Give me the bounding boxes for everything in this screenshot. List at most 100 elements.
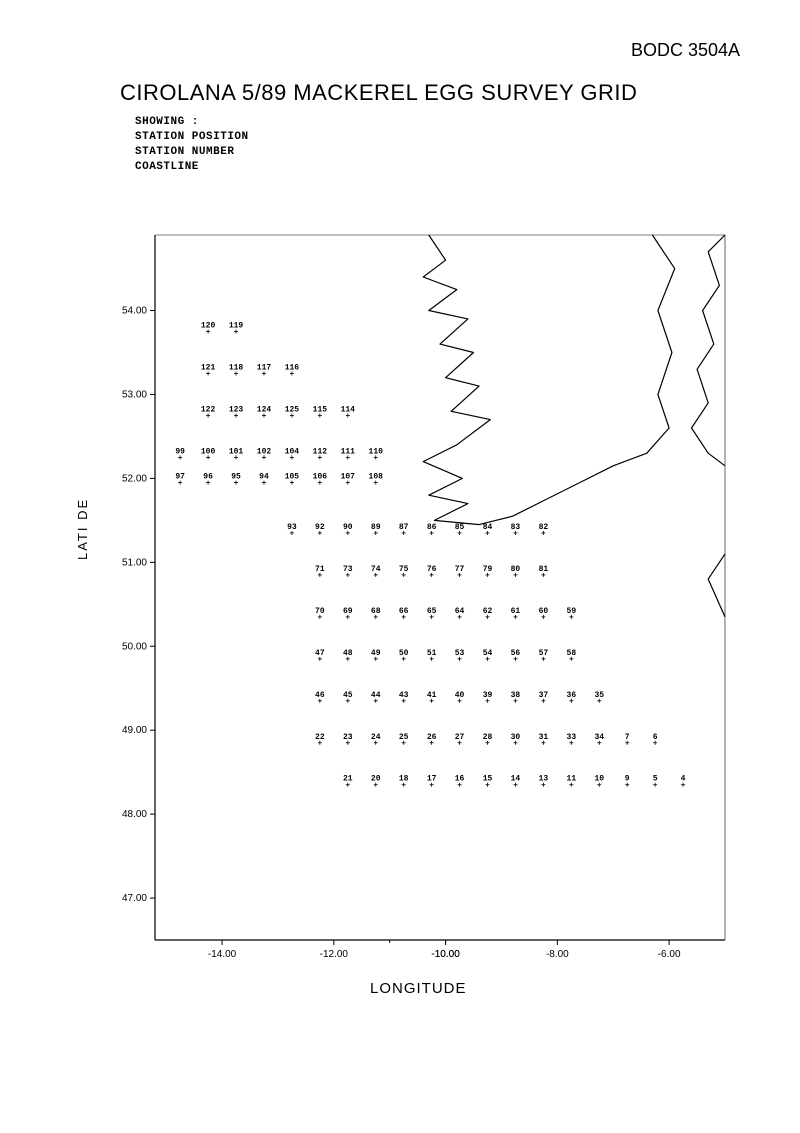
svg-text:87: 87 — [399, 523, 409, 532]
svg-text:62: 62 — [483, 607, 493, 616]
svg-text:124: 124 — [257, 405, 272, 414]
svg-text:60: 60 — [539, 607, 549, 616]
svg-text:36: 36 — [567, 691, 577, 700]
svg-text:6: 6 — [653, 733, 658, 742]
svg-text:104: 104 — [285, 447, 300, 456]
svg-text:118: 118 — [229, 363, 244, 372]
svg-text:84: 84 — [483, 523, 493, 532]
svg-text:-6.00: -6.00 — [658, 949, 681, 960]
svg-text:94: 94 — [259, 473, 269, 482]
svg-text:53: 53 — [455, 649, 465, 658]
svg-text:69: 69 — [343, 607, 353, 616]
svg-text:33: 33 — [567, 733, 577, 742]
svg-text:43: 43 — [399, 691, 409, 700]
svg-text:20: 20 — [371, 775, 381, 784]
showing-line: COASTLINE — [135, 161, 199, 173]
svg-text:35: 35 — [594, 691, 604, 700]
svg-text:93: 93 — [287, 523, 297, 532]
svg-text:16: 16 — [455, 775, 465, 784]
svg-text:106: 106 — [313, 473, 328, 482]
svg-text:96: 96 — [203, 473, 213, 482]
svg-text:9: 9 — [625, 775, 630, 784]
svg-text:107: 107 — [341, 473, 356, 482]
svg-text:66: 66 — [399, 607, 409, 616]
svg-text:51.00: 51.00 — [122, 557, 147, 568]
svg-text:54: 54 — [483, 649, 493, 658]
svg-text:11: 11 — [567, 775, 577, 784]
svg-text:73: 73 — [343, 565, 353, 574]
svg-text:70: 70 — [315, 607, 325, 616]
svg-text:77: 77 — [455, 565, 465, 574]
svg-text:50.00: 50.00 — [122, 641, 147, 652]
svg-text:41: 41 — [427, 691, 437, 700]
svg-text:21: 21 — [343, 775, 353, 784]
svg-text:83: 83 — [511, 523, 521, 532]
svg-text:47.00: 47.00 — [122, 893, 147, 904]
svg-text:54.00: 54.00 — [122, 306, 147, 317]
x-axis-label: LONGITUDE — [370, 980, 467, 997]
svg-text:45: 45 — [343, 691, 353, 700]
svg-text:122: 122 — [201, 405, 216, 414]
svg-text:30: 30 — [511, 733, 521, 742]
svg-text:48.00: 48.00 — [122, 809, 147, 820]
svg-text:64: 64 — [455, 607, 465, 616]
svg-text:95: 95 — [231, 473, 241, 482]
svg-text:58: 58 — [567, 649, 577, 658]
svg-text:25: 25 — [399, 733, 409, 742]
svg-text:79: 79 — [483, 565, 493, 574]
svg-text:7: 7 — [625, 733, 630, 742]
svg-text:34: 34 — [594, 733, 604, 742]
svg-text:53.00: 53.00 — [122, 389, 147, 400]
svg-text:28: 28 — [483, 733, 493, 742]
svg-text:90: 90 — [343, 523, 353, 532]
svg-text:112: 112 — [313, 447, 328, 456]
svg-text:89: 89 — [371, 523, 381, 532]
svg-text:119: 119 — [229, 322, 244, 331]
svg-text:27: 27 — [455, 733, 465, 742]
svg-text:40: 40 — [455, 691, 465, 700]
svg-text:-12.00: -12.00 — [320, 949, 349, 960]
showing-line: STATION POSITION — [135, 131, 249, 143]
svg-text:61: 61 — [511, 607, 521, 616]
svg-text:37: 37 — [539, 691, 549, 700]
svg-text:-8.00: -8.00 — [546, 949, 569, 960]
svg-text:59: 59 — [567, 607, 577, 616]
svg-text:38: 38 — [511, 691, 521, 700]
svg-text:82: 82 — [539, 523, 549, 532]
svg-text:52.00: 52.00 — [122, 473, 147, 484]
map-svg: 47.0048.0049.0050.0051.0052.0053.0054.00… — [110, 230, 730, 970]
svg-text:92: 92 — [315, 523, 325, 532]
svg-text:105: 105 — [285, 473, 300, 482]
svg-text:5: 5 — [653, 775, 658, 784]
svg-text:49: 49 — [371, 649, 381, 658]
svg-text:81: 81 — [539, 565, 549, 574]
svg-text:110: 110 — [369, 447, 384, 456]
y-axis-label: LATI DE — [75, 498, 90, 560]
svg-text:4: 4 — [681, 775, 686, 784]
svg-text:47: 47 — [315, 649, 325, 658]
svg-text:23: 23 — [343, 733, 353, 742]
svg-text:65: 65 — [427, 607, 437, 616]
svg-text:39: 39 — [483, 691, 493, 700]
svg-text:24: 24 — [371, 733, 381, 742]
svg-text:123: 123 — [229, 405, 244, 414]
svg-text:57: 57 — [539, 649, 549, 658]
svg-text:48: 48 — [343, 649, 353, 658]
svg-text:101: 101 — [229, 447, 244, 456]
svg-text:125: 125 — [285, 405, 300, 414]
svg-text:22: 22 — [315, 733, 325, 742]
svg-text:51: 51 — [427, 649, 437, 658]
svg-text:116: 116 — [285, 363, 300, 372]
svg-text:18: 18 — [399, 775, 409, 784]
showing-header: SHOWING : — [135, 116, 199, 128]
svg-text:120: 120 — [201, 322, 216, 331]
svg-text:31: 31 — [539, 733, 549, 742]
svg-text:80: 80 — [511, 565, 521, 574]
svg-text:99: 99 — [175, 447, 185, 456]
svg-text:111: 111 — [341, 447, 356, 456]
svg-text:-10.00: -10.00 — [431, 949, 460, 960]
svg-text:10: 10 — [594, 775, 604, 784]
svg-text:15: 15 — [483, 775, 493, 784]
svg-text:74: 74 — [371, 565, 381, 574]
page-title: CIROLANA 5/89 MACKEREL EGG SURVEY GRID — [120, 80, 637, 106]
